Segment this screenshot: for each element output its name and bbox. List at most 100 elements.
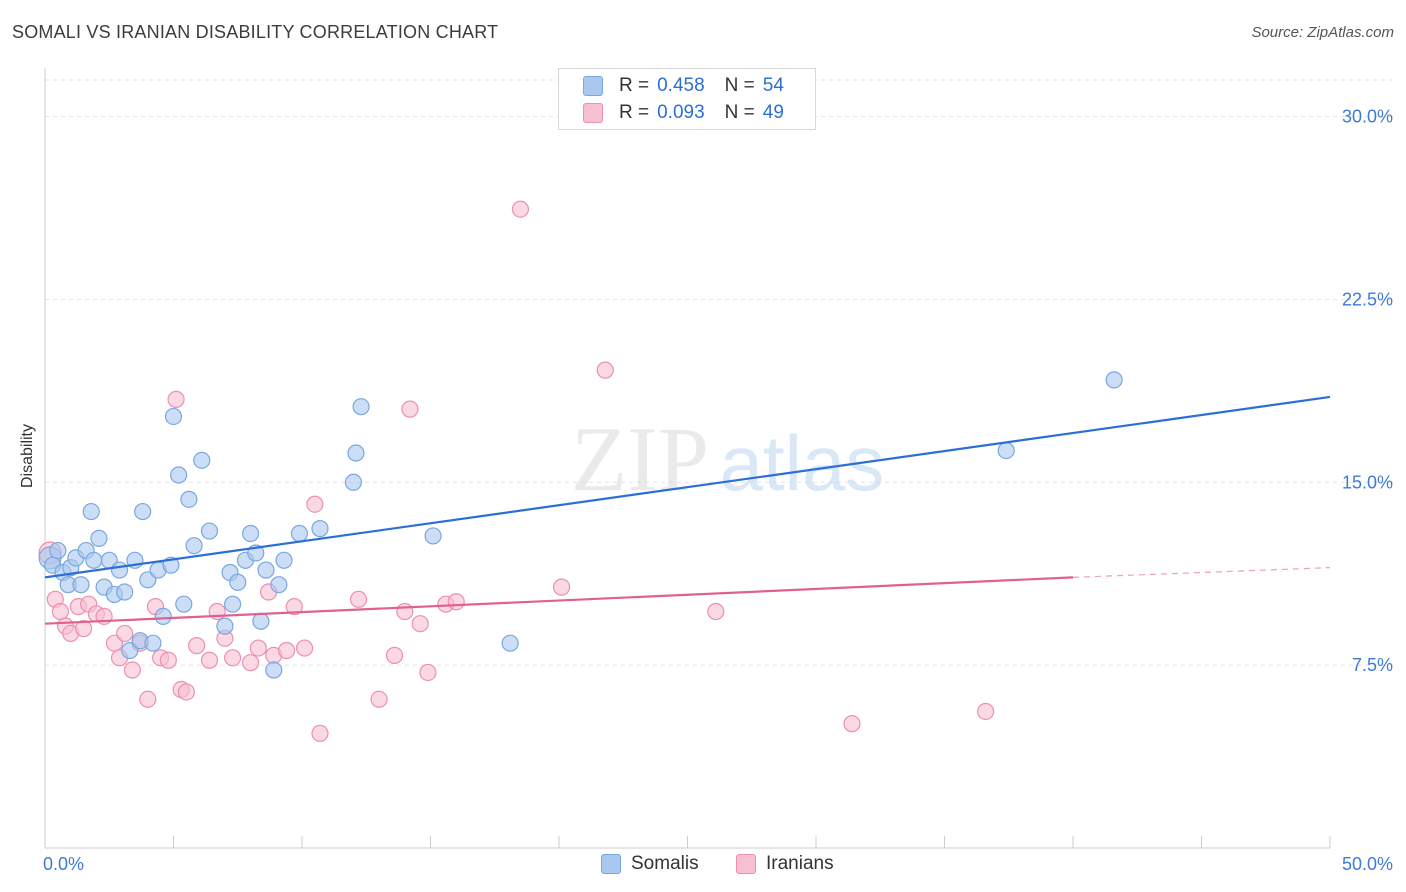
trend-lines	[44, 395, 1331, 625]
correlation-legend: R = 0.458 N = 54 R = 0.093 N = 49	[558, 68, 816, 130]
somali-point	[134, 502, 152, 521]
bottom-legend-somalis: Somalis	[601, 852, 699, 876]
iranian-point	[74, 619, 93, 638]
iranian-point	[977, 702, 995, 721]
y-tick-label: 22.5%	[1342, 289, 1393, 309]
iranian-point	[306, 495, 324, 513]
x-tick-label-max: 50.0%	[1342, 854, 1393, 874]
iranian-point	[511, 200, 530, 218]
iranian-point	[123, 661, 141, 679]
somali-point	[85, 551, 103, 569]
iranian-point	[295, 639, 314, 657]
somali-point	[90, 529, 108, 547]
data-points	[38, 200, 1123, 743]
somali-point	[154, 607, 172, 625]
somali-swatch	[583, 76, 603, 96]
bottom-legend-iranians: Iranians	[736, 852, 834, 876]
tick-labels: 7.5% 15.0% 22.5% 30.0% 0.0% 50.0%	[43, 107, 1393, 874]
source-label: Source: ZipAtlas.com	[1251, 24, 1394, 41]
somali-trend-line	[44, 395, 1331, 579]
y-tick-label: 7.5%	[1352, 655, 1393, 675]
iranian-point	[419, 663, 437, 682]
somali-point	[200, 522, 219, 540]
iranian-n-value: 49	[762, 102, 784, 123]
iranian-point	[188, 637, 206, 655]
somali-point	[242, 524, 260, 543]
somali-point	[344, 473, 362, 491]
iranian-trend-line	[44, 576, 1074, 625]
iranian-point	[277, 641, 296, 660]
iranians-label: Iranians	[766, 853, 834, 874]
somali-point	[144, 634, 162, 652]
iranians-swatch	[736, 854, 756, 874]
somali-point	[424, 527, 442, 545]
iranian-trend-extension	[1072, 567, 1331, 578]
somali-point	[82, 502, 100, 521]
iranian-point	[177, 683, 195, 701]
somali-point	[49, 541, 67, 560]
iranian-point	[249, 639, 267, 657]
somali-point	[275, 551, 293, 569]
iranian-point	[447, 593, 465, 611]
somali-point	[170, 466, 188, 484]
somali-point	[193, 451, 211, 469]
somalis-label: Somalis	[631, 853, 699, 874]
iranian-point	[843, 715, 861, 733]
iranian-point	[401, 400, 419, 418]
iranian-r-value: 0.093	[657, 102, 705, 123]
somali-point	[216, 617, 234, 635]
iranian-swatch	[583, 103, 603, 123]
iranian-point	[242, 654, 260, 672]
iranian-point	[116, 624, 134, 643]
somali-r-label: R =	[619, 75, 650, 96]
somali-point	[290, 524, 309, 543]
somali-point	[116, 583, 134, 601]
somali-point	[352, 398, 370, 416]
somali-point	[164, 407, 183, 426]
iranian-point	[385, 646, 404, 664]
somali-point	[1105, 371, 1123, 389]
iranian-point	[200, 651, 219, 669]
somali-point	[257, 561, 275, 579]
iranian-point	[707, 602, 725, 621]
somali-n-label: N =	[724, 75, 755, 96]
iranian-point	[311, 724, 329, 743]
iranian-point	[396, 602, 414, 621]
y-tick-label: 30.0%	[1342, 107, 1393, 127]
y-tick-label: 15.0%	[1342, 472, 1393, 492]
somali-point	[185, 537, 203, 555]
iranian-point	[51, 602, 70, 621]
iranian-point	[167, 390, 185, 408]
legend-row-somali: R = 0.458 N = 54	[583, 75, 784, 97]
iranian-point	[552, 578, 571, 596]
iranian-point	[285, 598, 303, 616]
somali-point	[347, 444, 365, 462]
somali-point	[229, 573, 247, 591]
somali-point	[501, 634, 519, 652]
axes	[44, 68, 1331, 849]
somali-point	[180, 490, 198, 508]
iranian-point	[596, 361, 614, 379]
somali-point	[110, 561, 129, 579]
iranian-point	[159, 651, 177, 669]
somali-point	[72, 576, 90, 594]
chart-title: SOMALI VS IRANIAN DISABILITY CORRELATION…	[12, 22, 499, 42]
iranian-n-label: N =	[724, 102, 755, 123]
iranian-r-label: R =	[619, 102, 650, 123]
somali-point	[175, 595, 193, 613]
legend-row-iranian: R = 0.093 N = 49	[583, 102, 784, 124]
somali-n-value: 54	[762, 75, 784, 96]
somalis-swatch	[601, 854, 621, 874]
x-tick-label-min: 0.0%	[43, 854, 84, 874]
somali-r-value: 0.458	[657, 75, 705, 96]
gridlines	[45, 79, 1395, 666]
somali-point	[224, 595, 242, 613]
somali-point	[997, 441, 1015, 460]
somali-point	[311, 520, 329, 538]
somali-point	[270, 576, 288, 594]
iranian-point	[370, 690, 388, 708]
somali-point	[252, 612, 270, 630]
iranian-point	[411, 615, 429, 633]
somali-point	[265, 661, 283, 679]
